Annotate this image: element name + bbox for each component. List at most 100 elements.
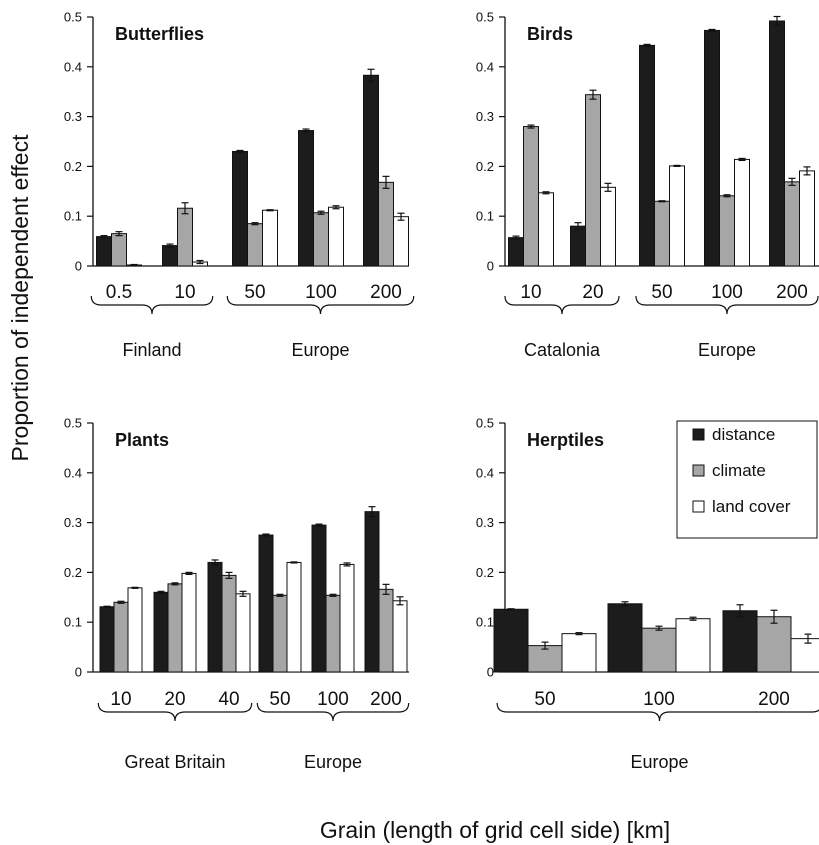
panel-title: Birds [527, 24, 573, 44]
bar-distance [232, 150, 248, 267]
x-tick-label: 10 [174, 282, 195, 303]
region-label: Europe [630, 752, 688, 772]
legend-swatch-distance [692, 428, 705, 441]
region-brace [504, 295, 620, 315]
bar-distance [722, 610, 758, 673]
region-label: Catalonia [524, 340, 601, 360]
bar-land-cover [675, 618, 711, 673]
legend-swatch-climate [692, 464, 705, 477]
bar-climate [378, 181, 394, 267]
y-tick-label: 0.3 [476, 109, 494, 124]
bar-land-cover [286, 561, 302, 673]
bar-distance [607, 603, 643, 673]
x-axis-label: Grain (length of grid cell side) [km] [320, 817, 670, 843]
bar-land-cover [734, 158, 750, 267]
y-tick-label: 0 [487, 259, 494, 274]
x-tick-label: 100 [711, 282, 743, 303]
bar-distance [363, 74, 379, 267]
legend: distance climate land cover [676, 420, 818, 539]
panel-butterflies: 0 0.1 0.2 0.3 0.4 0.5 Butterflies 0.5 10 50 100 200… [64, 10, 415, 360]
bar-land-cover [561, 633, 597, 673]
bar-climate [325, 594, 341, 673]
x-tick-label: 50 [651, 282, 672, 303]
x-tick-label: 10 [110, 689, 131, 710]
y-tick-label: 0.5 [64, 10, 82, 25]
bar-distance [207, 561, 223, 673]
region-brace [496, 702, 819, 722]
legend-swatch-land-cover [692, 500, 705, 513]
y-tick-label: 0 [75, 259, 82, 274]
region-brace [90, 295, 214, 315]
bar-distance [298, 130, 314, 267]
y-tick-label: 0.2 [64, 159, 82, 174]
panel-birds: 0 0.1 0.2 0.3 0.4 0.5 Birds 10 20 50 100 200 Catalon… [476, 10, 819, 360]
bar-land-cover [235, 593, 251, 673]
y-tick-label: 0.4 [476, 59, 494, 74]
y-tick-label: 0 [75, 665, 82, 680]
bar-land-cover [339, 563, 355, 673]
y-axis-label: Proportion of independent effect [7, 134, 33, 462]
bar-climate [378, 588, 394, 673]
bar-distance [704, 29, 720, 267]
bar-land-cover [262, 209, 278, 267]
bar-climate [177, 207, 193, 267]
y-tick-label: 0.1 [64, 615, 82, 630]
y-tick-label: 0.4 [64, 465, 82, 480]
bar-distance [96, 236, 112, 267]
y-tick-label: 0.3 [64, 515, 82, 530]
region-label: Europe [698, 340, 756, 360]
panel-title: Plants [115, 430, 169, 450]
x-tick-label: 200 [370, 689, 402, 710]
bar-distance [258, 534, 274, 673]
bar-land-cover [799, 170, 815, 267]
bar-distance [162, 245, 178, 267]
y-tick-label: 0.2 [476, 565, 494, 580]
x-tick-label: 0.5 [106, 282, 132, 303]
bar-climate [167, 583, 183, 673]
x-tick-label: 50 [269, 689, 290, 710]
bar-distance [99, 606, 115, 673]
bar-distance [493, 608, 529, 673]
y-tick-label: 0.4 [476, 465, 494, 480]
region-label: Europe [304, 752, 362, 772]
y-tick-label: 0 [487, 665, 494, 680]
bar-climate [111, 233, 127, 267]
legend-label: distance [712, 425, 775, 444]
y-tick-label: 0.3 [476, 515, 494, 530]
y-tick-label: 0.2 [64, 565, 82, 580]
bar-distance [639, 44, 655, 267]
bar-climate [654, 200, 670, 267]
legend-label: climate [712, 461, 766, 480]
panel-title: Butterflies [115, 24, 204, 44]
bar-land-cover [669, 165, 685, 267]
panel-herptiles: 0 0.1 0.2 0.3 0.4 0.5 Herptiles 50 100 200 Europe [476, 416, 819, 772]
bar-land-cover [328, 206, 344, 267]
panel-title: Herptiles [527, 430, 604, 450]
x-tick-label: 50 [534, 689, 555, 710]
bar-distance [508, 237, 524, 267]
x-tick-label: 200 [776, 282, 808, 303]
bar-land-cover [538, 192, 554, 267]
bar-land-cover [600, 186, 616, 267]
bar-climate [784, 181, 800, 267]
y-tick-label: 0.5 [476, 10, 494, 25]
region-label: Great Britain [124, 752, 225, 772]
x-tick-label: 200 [370, 282, 402, 303]
y-tick-label: 0.5 [64, 416, 82, 431]
region-brace [97, 702, 253, 722]
y-tick-label: 0.1 [64, 209, 82, 224]
bar-land-cover [181, 572, 197, 673]
region-label: Europe [291, 340, 349, 360]
bar-climate [247, 223, 263, 267]
y-tick-label: 0.3 [64, 109, 82, 124]
bar-climate [585, 94, 601, 267]
bar-climate [756, 616, 792, 673]
bar-distance [311, 524, 327, 673]
y-tick-label: 0.5 [476, 416, 494, 431]
bar-climate [221, 574, 237, 673]
x-tick-label: 20 [164, 689, 185, 710]
legend-label: land cover [712, 497, 791, 516]
x-tick-label: 100 [305, 282, 337, 303]
bar-land-cover [127, 587, 143, 673]
